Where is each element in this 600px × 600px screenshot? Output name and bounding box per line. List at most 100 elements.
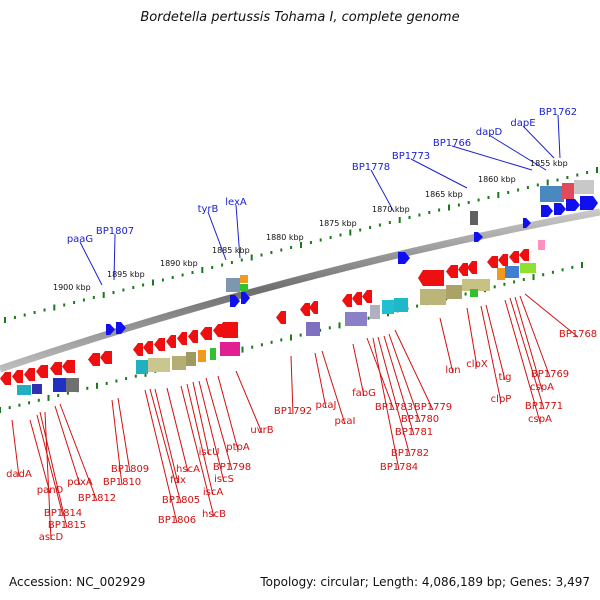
- leader-line: [180, 385, 215, 518]
- leader-line: [524, 293, 579, 338]
- leader-line: [29, 419, 51, 494]
- label-leader-lines: [11, 114, 579, 541]
- inner-scale-tick: [251, 345, 254, 349]
- outer-scale-tick: [329, 236, 332, 239]
- outer-scale-tick: [132, 286, 135, 289]
- outer-scale-tick: [171, 276, 174, 279]
- leader-line: [111, 399, 123, 486]
- outer-scale-tick: [487, 196, 490, 199]
- outer-scale-tick: [300, 242, 302, 248]
- inner-scale-tick: [18, 403, 21, 407]
- inner-scale-tick: [503, 282, 506, 286]
- leader-line: [192, 381, 210, 456]
- forward-gene: [116, 322, 126, 334]
- scale-labels: 1900 kbp 1895 kbp 1890 kbp 1885 kbp 1880 kbp…: [53, 159, 568, 292]
- inner-scale-tick: [299, 333, 302, 337]
- feature-block: [172, 356, 186, 370]
- gene-label-bp1812: BP1812: [78, 493, 116, 504]
- gene-label-bp1807: BP1807: [96, 226, 134, 237]
- gene-label-tig: tig: [498, 372, 511, 383]
- reverse-gene: [300, 303, 310, 316]
- inner-scale-tick: [416, 304, 419, 308]
- leader-line: [314, 352, 327, 409]
- inner-scale-tick: [115, 379, 118, 383]
- outer-scale-tick: [438, 208, 441, 212]
- reverse-gene: [498, 254, 508, 266]
- forward-gene: [523, 218, 531, 228]
- feature-block: [240, 275, 248, 283]
- reverse-gene: [519, 249, 529, 261]
- outer-scale-tick: [546, 179, 549, 186]
- gene-label-bp1814: BP1814: [44, 508, 82, 519]
- outer-scale-tick: [369, 226, 372, 229]
- leader-line: [352, 343, 365, 397]
- leader-line: [44, 411, 52, 541]
- reverse-gene: [0, 372, 11, 385]
- feature-block: [240, 284, 248, 291]
- gene-label-bp1771: BP1771: [525, 401, 563, 412]
- forward-gene: [230, 295, 240, 307]
- feature-block: [470, 211, 478, 225]
- reverse-gene: [352, 292, 362, 305]
- leader-line: [290, 355, 294, 415]
- leader-line: [522, 125, 555, 159]
- gene-label-bp1792: BP1792: [274, 406, 312, 417]
- forward-gene: [106, 324, 115, 335]
- leader-line: [149, 388, 182, 504]
- gene-label-bp1762: BP1762: [539, 107, 577, 118]
- feature-block: [226, 278, 240, 292]
- accession-text: Accession: NC_002929: [9, 575, 146, 589]
- inner-scale-tick: [47, 394, 50, 401]
- reverse-gene: [362, 290, 372, 303]
- feature-block: [186, 352, 196, 366]
- outer-scale-tick: [122, 288, 125, 292]
- leader-line: [235, 370, 263, 434]
- leader-line: [466, 307, 478, 368]
- gene-label-pdxa: pdxA: [67, 477, 93, 488]
- leader-line: [383, 335, 415, 436]
- reverse-gene: [166, 335, 176, 348]
- outer-scale-tick: [230, 261, 233, 264]
- scale-label: 1870 kbp: [372, 205, 410, 214]
- outer-scale-tick: [112, 291, 115, 294]
- gene-label-fdx: fdx: [170, 475, 186, 486]
- scale-label: 1885 kbp: [212, 246, 250, 255]
- feature-block: [17, 385, 31, 395]
- reverse-gene: [309, 301, 318, 314]
- scale-label: 1855 kbp: [530, 159, 568, 168]
- outer-scale-tick: [13, 316, 16, 319]
- gene-features: [0, 180, 598, 395]
- reverse-gene: [487, 256, 498, 268]
- outer-scale-tick: [477, 198, 480, 202]
- leader-line: [36, 414, 64, 517]
- outer-scale-tick: [201, 267, 204, 273]
- outer-scale-tick: [92, 296, 95, 299]
- gene-label-hsca: hscA: [176, 464, 200, 475]
- gene-label-clpx: clpX: [466, 359, 488, 370]
- gene-label-bp1780: BP1780: [401, 414, 439, 425]
- gene-label-lexa: lexA: [225, 197, 247, 208]
- leader-line: [509, 297, 545, 410]
- outer-scale-tick: [290, 246, 293, 249]
- outer-scale-tick: [270, 251, 273, 254]
- outer-scale-tick: [309, 241, 312, 244]
- leader-line: [217, 375, 239, 451]
- feature-block: [198, 350, 206, 362]
- gene-label-isca: iscA: [203, 487, 223, 498]
- gene-label-hscb: hscB: [202, 509, 226, 520]
- outer-scale-tick: [398, 217, 401, 223]
- inner-scale-tick: [571, 265, 574, 269]
- leader-line: [388, 333, 421, 423]
- reverse-gene: [100, 351, 112, 364]
- feature-block: [345, 312, 367, 326]
- scale-label: 1895 kbp: [107, 270, 145, 279]
- inner-scale-tick: [66, 391, 69, 395]
- inner-scale-tick: [328, 326, 331, 330]
- reverse-gene: [467, 261, 477, 274]
- gene-label-dape: dapE: [510, 118, 535, 129]
- gene-label-bp1779: BP1779: [414, 402, 452, 413]
- gene-label-bp1782: BP1782: [391, 448, 429, 459]
- outer-scale-tick: [428, 211, 431, 214]
- outer-scale-tick: [23, 313, 26, 317]
